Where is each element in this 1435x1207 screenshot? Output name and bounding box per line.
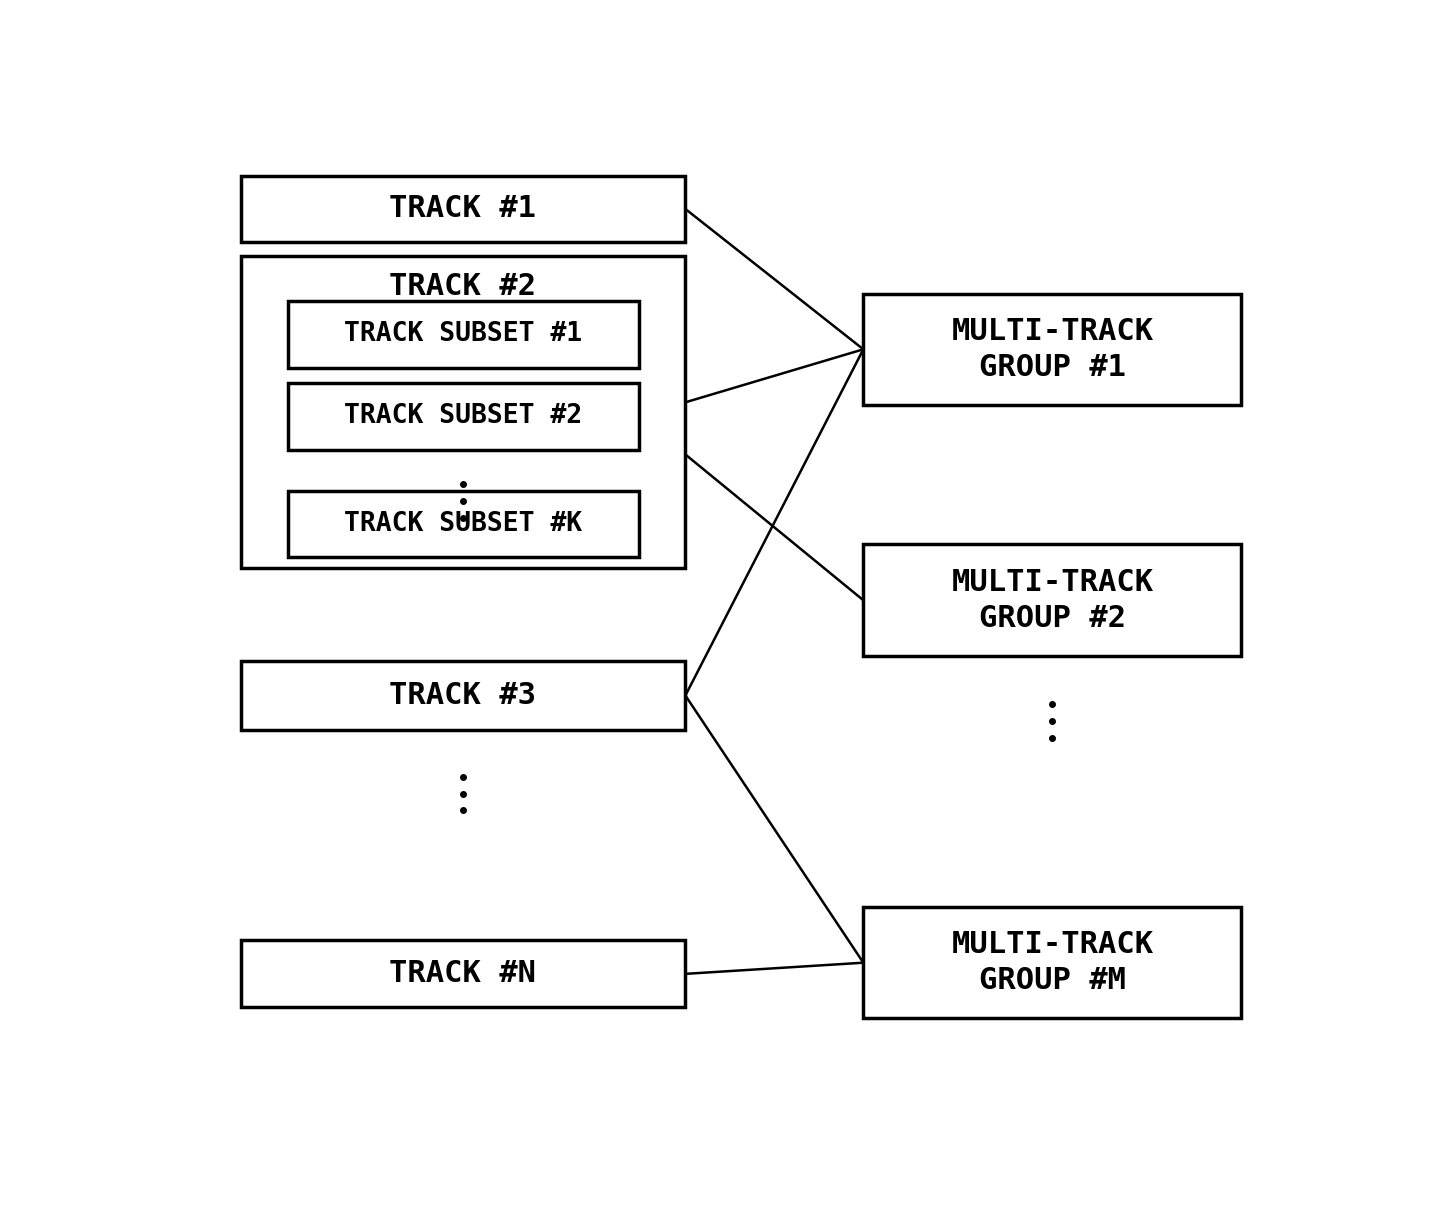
Text: TRACK #N: TRACK #N xyxy=(389,960,537,989)
Bar xyxy=(241,175,686,243)
Text: TRACK SUBSET #2: TRACK SUBSET #2 xyxy=(344,403,583,430)
Bar xyxy=(288,301,639,368)
Text: MULTI-TRACK
GROUP #1: MULTI-TRACK GROUP #1 xyxy=(951,317,1154,381)
Bar xyxy=(288,490,639,558)
Bar xyxy=(241,256,686,567)
Bar xyxy=(241,660,686,730)
Text: MULTI-TRACK
GROUP #M: MULTI-TRACK GROUP #M xyxy=(951,931,1154,995)
Text: TRACK #3: TRACK #3 xyxy=(389,681,537,710)
Bar xyxy=(864,544,1241,657)
Text: TRACK SUBSET #K: TRACK SUBSET #K xyxy=(344,511,583,537)
Bar xyxy=(288,383,639,450)
Bar xyxy=(864,906,1241,1019)
Text: TRACK #1: TRACK #1 xyxy=(389,194,537,223)
Text: TRACK #2: TRACK #2 xyxy=(389,272,537,301)
Text: MULTI-TRACK
GROUP #2: MULTI-TRACK GROUP #2 xyxy=(951,567,1154,632)
Text: TRACK SUBSET #1: TRACK SUBSET #1 xyxy=(344,321,583,348)
Bar xyxy=(241,940,686,1008)
Bar xyxy=(864,293,1241,406)
